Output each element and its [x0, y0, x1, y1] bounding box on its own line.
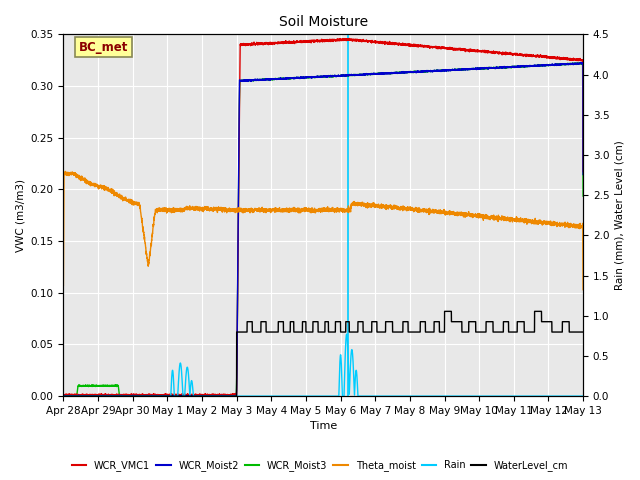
Text: BC_met: BC_met — [79, 41, 129, 54]
Y-axis label: VWC (m3/m3): VWC (m3/m3) — [15, 179, 25, 252]
Legend: WCR_VMC1, WCR_Moist2, WCR_Moist3, Theta_moist, Rain, WaterLevel_cm: WCR_VMC1, WCR_Moist2, WCR_Moist3, Theta_… — [68, 456, 572, 475]
X-axis label: Time: Time — [310, 421, 337, 432]
Title: Soil Moisture: Soil Moisture — [278, 15, 368, 29]
Y-axis label: Rain (mm), Water Level (cm): Rain (mm), Water Level (cm) — [615, 140, 625, 290]
